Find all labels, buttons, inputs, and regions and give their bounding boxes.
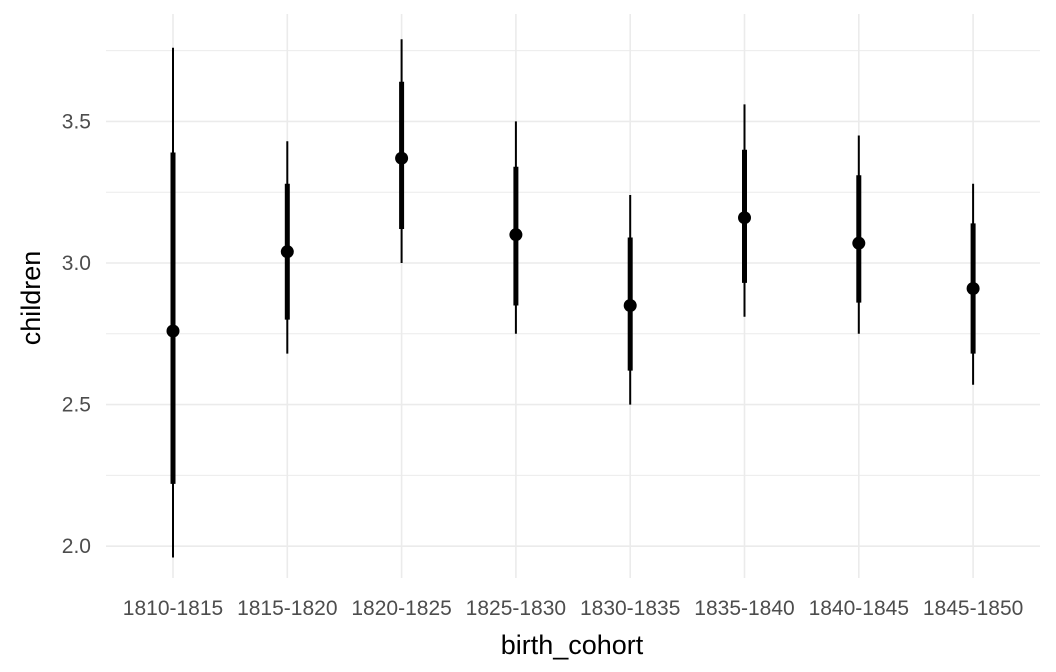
point-range <box>966 183 980 385</box>
minor-gridlines <box>106 50 1040 476</box>
y-tick-label: 2.0 <box>62 535 91 558</box>
y-tick-label: 3.0 <box>62 252 91 275</box>
x-tick-label: 1810-1815 <box>123 597 223 620</box>
y-tick-label: 3.5 <box>62 110 91 133</box>
point-estimate <box>623 298 637 312</box>
point-ranges <box>166 39 980 558</box>
x-tick-label: 1840-1845 <box>809 597 909 620</box>
x-axis-tick-labels: 1810-1815 1815-1820 1820-1825 1825-1830 1830… <box>123 597 1024 620</box>
point-estimate <box>395 151 409 165</box>
major-gridlines <box>106 14 1040 578</box>
x-tick-label: 1825-1830 <box>466 597 566 620</box>
x-tick-label: 1820-1825 <box>351 597 451 620</box>
x-tick-label: 1835-1840 <box>694 597 794 620</box>
point-range <box>395 39 409 263</box>
x-axis-title: birth_cohort <box>501 630 644 660</box>
point-estimate <box>166 324 180 338</box>
point-range <box>852 135 866 334</box>
point-range <box>623 195 637 405</box>
point-range <box>738 104 751 317</box>
point-range <box>166 47 180 558</box>
point-estimate <box>966 281 980 295</box>
point-estimate <box>852 236 866 250</box>
y-axis-tick-labels: 2.0 2.5 3.0 3.5 <box>62 110 91 558</box>
point-range <box>509 121 523 334</box>
point-estimate <box>280 245 294 259</box>
point-range <box>280 141 294 354</box>
x-tick-label: 1815-1820 <box>237 597 337 620</box>
point-estimate <box>738 211 751 225</box>
x-tick-label: 1830-1835 <box>580 597 680 620</box>
x-tick-label: 1845-1850 <box>923 597 1023 620</box>
y-axis-title: children <box>16 251 46 346</box>
y-tick-label: 2.5 <box>62 394 91 417</box>
point-estimate <box>509 228 523 242</box>
